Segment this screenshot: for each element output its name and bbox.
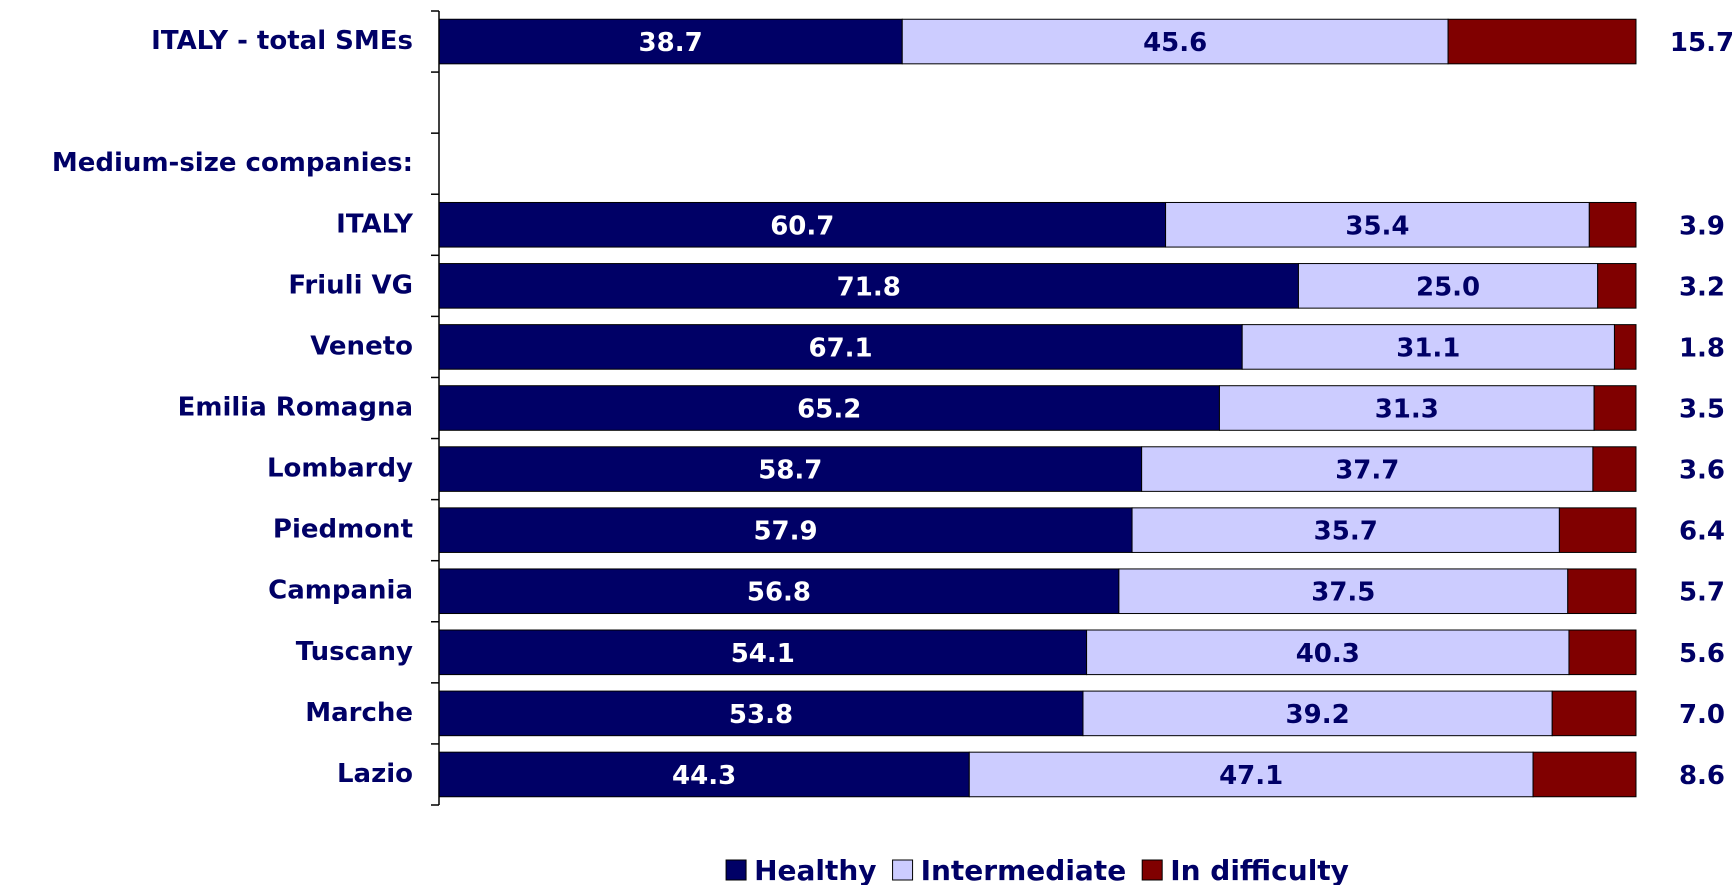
y-tick-label: ITALY <box>336 209 414 239</box>
legend-label: Intermediate <box>921 854 1127 885</box>
legend-swatch <box>725 859 747 881</box>
bar-segment <box>438 507 1133 553</box>
bar-segment <box>1241 324 1615 370</box>
bar-segment <box>438 324 1243 370</box>
y-tick-label: Marche <box>305 698 413 728</box>
bar-segment <box>968 751 1534 798</box>
value-label: 35.7 <box>1314 517 1378 547</box>
value-label: 67.1 <box>809 333 873 363</box>
value-label: 37.5 <box>1311 578 1375 608</box>
value-label: 57.9 <box>753 517 817 547</box>
value-label: 53.8 <box>729 700 793 730</box>
bar-segment <box>1597 263 1637 309</box>
y-tick-label: Medium-size companies: <box>52 148 413 178</box>
value-label: 5.6 <box>1679 639 1725 669</box>
value-label: 31.1 <box>1396 333 1460 363</box>
bar-segment <box>1131 507 1560 553</box>
value-label: 31.3 <box>1375 395 1439 425</box>
value-label: 5.7 <box>1679 578 1725 608</box>
y-tick-label: Lombardy <box>267 454 413 484</box>
bar-segment <box>438 18 903 65</box>
bar-segment <box>438 751 970 798</box>
bar-segment <box>1165 201 1590 248</box>
legend-label: Healthy <box>754 854 877 885</box>
value-label: 3.9 <box>1679 211 1725 241</box>
value-label: 7.0 <box>1679 700 1725 730</box>
bar-segment <box>1532 751 1637 798</box>
bar-segment <box>1118 568 1569 615</box>
value-label: 39.2 <box>1286 700 1350 730</box>
bar-segment <box>438 690 1084 737</box>
bar-segment <box>901 18 1449 65</box>
value-label: 6.4 <box>1679 517 1725 547</box>
value-label: 1.8 <box>1679 333 1725 363</box>
bar-segment <box>1588 201 1637 248</box>
bar-segment <box>1218 385 1595 431</box>
value-label: 35.4 <box>1345 211 1409 241</box>
value-label: 60.7 <box>770 211 834 241</box>
value-label: 54.1 <box>731 639 795 669</box>
value-label: 25.0 <box>1416 272 1480 302</box>
bar-segment <box>1551 690 1637 737</box>
bar-segment <box>1613 324 1637 370</box>
bar-segment <box>1141 446 1594 492</box>
bar-segment <box>1558 507 1637 553</box>
y-tick-label: Veneto <box>310 331 413 361</box>
legend: Healthy Intermediate In difficulty <box>725 854 1349 885</box>
y-tick-label: Campania <box>268 576 413 606</box>
value-label: 3.2 <box>1679 272 1725 302</box>
value-label: 65.2 <box>797 395 861 425</box>
value-label: 71.8 <box>837 272 901 302</box>
value-label: 15.7 <box>1670 28 1733 58</box>
value-label: 38.7 <box>639 28 703 58</box>
legend-swatch <box>1141 859 1163 881</box>
legend-swatch <box>892 859 914 881</box>
value-label: 58.7 <box>758 456 822 486</box>
bar-segment <box>1568 629 1637 676</box>
value-label: 8.6 <box>1679 761 1725 791</box>
bar-segment <box>438 629 1088 676</box>
bar-segment <box>1297 263 1599 309</box>
bar-segment <box>1592 446 1637 492</box>
bar-segment <box>1082 690 1553 737</box>
bar-segment <box>438 263 1299 309</box>
value-label: 3.5 <box>1679 395 1725 425</box>
bar-segment <box>438 201 1167 248</box>
value-label: 3.6 <box>1679 456 1725 486</box>
value-label: 44.3 <box>672 761 736 791</box>
legend-label: In difficulty <box>1170 854 1349 885</box>
value-label: 37.7 <box>1335 456 1399 486</box>
y-tick-label: Lazio <box>337 759 413 789</box>
bar-segment <box>1086 629 1570 676</box>
bar-segment <box>1567 568 1637 615</box>
bar-segment <box>1593 385 1637 431</box>
value-label: 56.8 <box>747 578 811 608</box>
y-tick-label: Tuscany <box>296 637 413 667</box>
y-tick-label: Emilia Romagna <box>178 393 413 423</box>
y-tick-label: ITALY - total SMEs <box>151 26 413 56</box>
bar-segment <box>1447 18 1637 65</box>
value-label: 45.6 <box>1143 28 1207 58</box>
value-label: 47.1 <box>1219 761 1283 791</box>
y-tick-label: Piedmont <box>273 515 413 545</box>
value-label: 40.3 <box>1296 639 1360 669</box>
y-tick-label: Friuli VG <box>288 270 413 300</box>
